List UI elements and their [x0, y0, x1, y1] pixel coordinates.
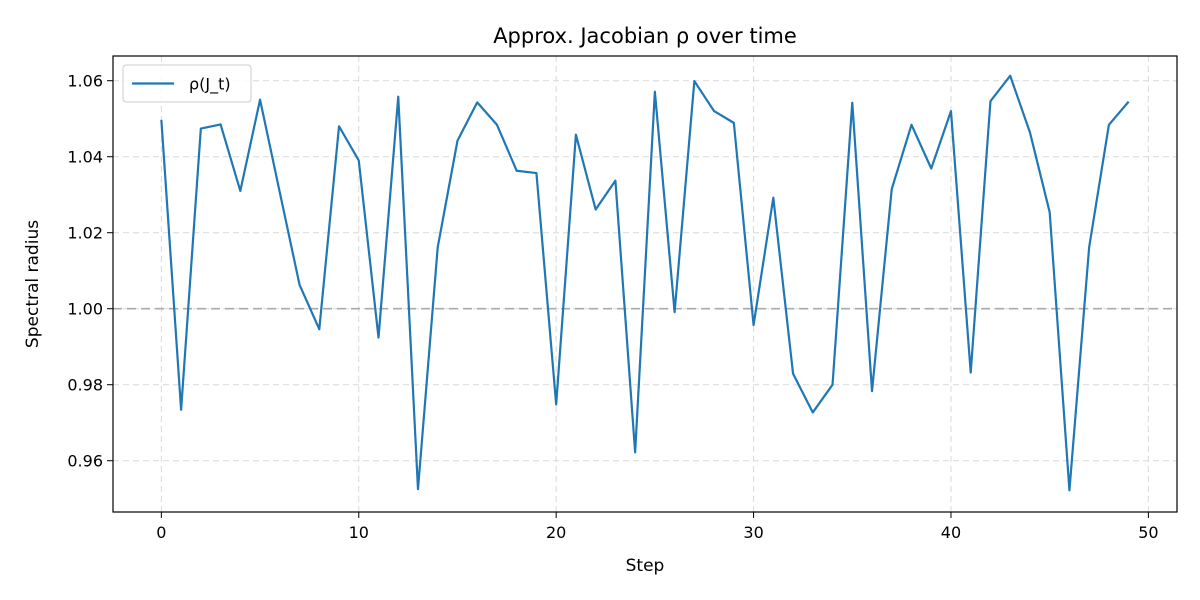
y-axis-label: Spectral radius — [23, 220, 43, 348]
axis-ticks: 0 10 20 30 40 50 0.96 0.98 1.00 1.02 1.04 1.06 — [67, 72, 1158, 542]
y-tick-label: 1.06 — [67, 72, 103, 91]
plot-frame — [112, 55, 1178, 513]
x-tick-label: 0 — [156, 523, 166, 542]
y-tick-label: 1.00 — [67, 300, 103, 319]
series-line — [160, 74, 1130, 492]
x-tick-label: 50 — [1138, 523, 1158, 542]
x-tick-label: 30 — [743, 523, 763, 542]
y-tick-label: 1.04 — [67, 148, 103, 167]
x-tick-label: 40 — [941, 523, 961, 542]
legend-box — [122, 64, 252, 103]
x-tick-label: 20 — [546, 523, 566, 542]
y-tick-label: 1.02 — [67, 224, 103, 243]
chart-title: Approx. Jacobian ρ over time — [493, 24, 797, 48]
x-tick-label: 10 — [349, 523, 369, 542]
series-layer — [160, 74, 1130, 492]
y-tick-label: 0.98 — [67, 376, 103, 395]
legend-label: ρ(J_t) — [189, 75, 231, 95]
legend: ρ(J_t) — [122, 64, 252, 103]
y-tick-label: 0.96 — [67, 452, 103, 471]
x-axis-label: Step — [626, 556, 665, 576]
